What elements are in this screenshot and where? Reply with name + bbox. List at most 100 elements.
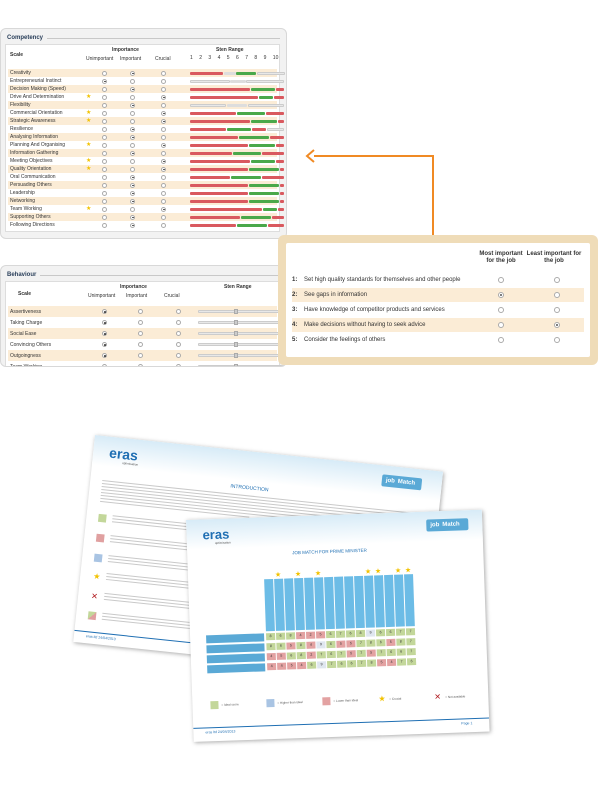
unimportant-radio[interactable] (102, 214, 107, 220)
crucial-radio[interactable] (161, 158, 166, 164)
important-radio[interactable] (130, 182, 135, 188)
important-radio[interactable] (130, 134, 135, 140)
most-important-radio[interactable] (498, 322, 504, 328)
crucial-radio[interactable] (161, 118, 166, 124)
important-radio[interactable] (138, 364, 143, 366)
least-important-radio[interactable] (554, 337, 560, 343)
important-radio[interactable] (130, 70, 135, 76)
unimportant-radio[interactable] (102, 118, 107, 124)
crucial-radio[interactable] (161, 102, 166, 108)
sten-slider-handle[interactable] (234, 308, 238, 314)
unimportant-radio[interactable] (102, 174, 107, 180)
crucial-radio[interactable] (161, 150, 166, 156)
crucial-radio[interactable] (161, 78, 166, 84)
least-important-radio[interactable] (554, 307, 560, 313)
crucial-radio[interactable] (161, 94, 166, 100)
important-radio[interactable] (130, 214, 135, 220)
crucial-radio[interactable] (176, 320, 181, 325)
important-radio[interactable] (130, 118, 135, 124)
unimportant-radio[interactable] (102, 198, 107, 204)
unimportant-radio[interactable] (102, 142, 107, 148)
unimportant-radio[interactable] (102, 182, 107, 188)
crucial-radio[interactable] (161, 182, 166, 188)
unimportant-radio[interactable] (102, 70, 107, 76)
unimportant-radio[interactable] (102, 86, 107, 92)
crucial-radio[interactable] (161, 222, 166, 228)
important-radio[interactable] (130, 142, 135, 148)
crucial-radio[interactable] (161, 166, 166, 172)
crucial-radio[interactable] (161, 70, 166, 76)
sten-range-slider[interactable] (198, 342, 286, 346)
crucial-radio[interactable] (161, 134, 166, 140)
sten-slider-handle[interactable] (234, 319, 238, 325)
crucial-radio[interactable] (176, 331, 181, 336)
important-radio[interactable] (138, 309, 143, 314)
crucial-radio[interactable] (161, 142, 166, 148)
unimportant-radio[interactable] (102, 320, 107, 325)
important-radio[interactable] (138, 320, 143, 325)
crucial-radio[interactable] (176, 309, 181, 314)
unimportant-radio[interactable] (102, 190, 107, 196)
important-radio[interactable] (130, 158, 135, 164)
unimportant-radio[interactable] (102, 353, 107, 358)
sten-slider-handle[interactable] (234, 330, 238, 336)
sten-range-slider[interactable] (198, 309, 286, 313)
crucial-radio[interactable] (161, 206, 166, 212)
crucial-radio[interactable] (161, 190, 166, 196)
most-important-radio[interactable] (498, 337, 504, 343)
crucial-radio[interactable] (161, 110, 166, 116)
most-important-radio[interactable] (498, 277, 504, 283)
unimportant-radio[interactable] (102, 331, 107, 336)
unimportant-radio[interactable] (102, 222, 107, 228)
crucial-radio[interactable] (176, 353, 181, 358)
unimportant-radio[interactable] (102, 94, 107, 100)
sten-slider-handle[interactable] (234, 363, 238, 366)
crucial-radio[interactable] (161, 86, 166, 92)
unimportant-radio[interactable] (102, 150, 107, 156)
unimportant-radio[interactable] (102, 102, 107, 108)
important-radio[interactable] (130, 190, 135, 196)
important-radio[interactable] (130, 86, 135, 92)
unimportant-radio[interactable] (102, 78, 107, 84)
crucial-radio[interactable] (161, 174, 166, 180)
crucial-radio[interactable] (161, 126, 166, 132)
important-radio[interactable] (130, 150, 135, 156)
unimportant-radio[interactable] (102, 134, 107, 140)
unimportant-radio[interactable] (102, 158, 107, 164)
unimportant-radio[interactable] (102, 126, 107, 132)
sten-range-slider[interactable] (198, 320, 286, 324)
unimportant-radio[interactable] (102, 342, 107, 347)
important-radio[interactable] (130, 198, 135, 204)
important-radio[interactable] (130, 222, 135, 228)
unimportant-radio[interactable] (102, 110, 107, 116)
crucial-radio[interactable] (176, 364, 181, 366)
sten-slider-handle[interactable] (234, 341, 238, 347)
crucial-radio[interactable] (176, 342, 181, 347)
least-important-radio[interactable] (554, 277, 560, 283)
most-important-radio[interactable] (498, 292, 504, 298)
unimportant-radio[interactable] (102, 206, 107, 212)
important-radio[interactable] (130, 126, 135, 132)
important-radio[interactable] (138, 342, 143, 347)
important-radio[interactable] (130, 110, 135, 116)
unimportant-radio[interactable] (102, 309, 107, 314)
important-radio[interactable] (130, 78, 135, 84)
least-important-radio[interactable] (554, 322, 560, 328)
sten-range-slider[interactable] (198, 353, 286, 357)
sten-slider-handle[interactable] (234, 352, 238, 358)
sten-range-slider[interactable] (198, 364, 286, 366)
important-radio[interactable] (130, 166, 135, 172)
important-radio[interactable] (130, 102, 135, 108)
important-radio[interactable] (130, 94, 135, 100)
crucial-radio[interactable] (161, 198, 166, 204)
most-important-radio[interactable] (498, 307, 504, 313)
important-radio[interactable] (138, 353, 143, 358)
least-important-radio[interactable] (554, 292, 560, 298)
important-radio[interactable] (130, 206, 135, 212)
sten-range-slider[interactable] (198, 331, 286, 335)
unimportant-radio[interactable] (102, 364, 107, 366)
important-radio[interactable] (138, 331, 143, 336)
crucial-radio[interactable] (161, 214, 166, 220)
unimportant-radio[interactable] (102, 166, 107, 172)
important-radio[interactable] (130, 174, 135, 180)
